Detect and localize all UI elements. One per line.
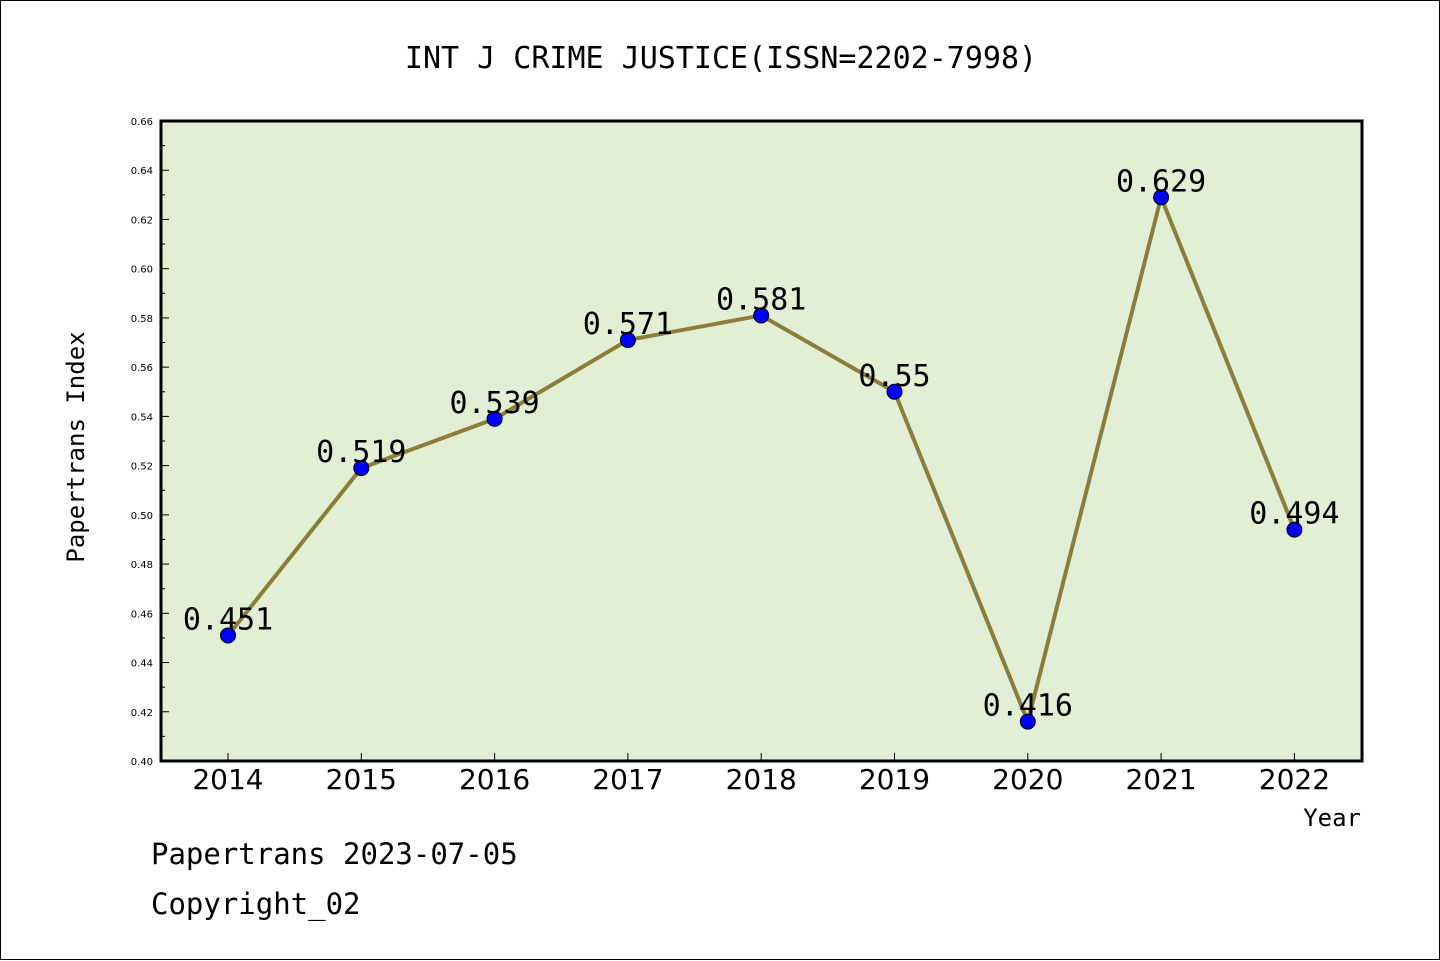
data-label: 0.55 (858, 359, 930, 394)
x-tick-label: 2015 (326, 763, 397, 796)
data-point (486, 410, 503, 427)
x-tick-label: 2022 (1259, 763, 1330, 796)
footer-copyright-text: Copyright_02 (151, 887, 361, 921)
y-tick-label: 0.50 (131, 511, 153, 522)
data-point (1286, 521, 1303, 538)
plot-area (161, 121, 1362, 761)
data-point (220, 627, 236, 644)
data-point (353, 460, 370, 477)
y-tick-label: 0.48 (131, 560, 153, 571)
x-tick-label: 2021 (1125, 763, 1196, 796)
data-label: 0.581 (716, 282, 806, 317)
data-label: 0.519 (316, 435, 406, 470)
chart-title: INT J CRIME JUSTICE(ISSN=2202-7998) (405, 41, 1037, 76)
data-label: 0.629 (1116, 164, 1206, 199)
data-label: 0.416 (983, 689, 1073, 724)
footer-date-text: Papertrans 2023-07-05 (151, 837, 518, 871)
y-tick-label: 0.44 (131, 659, 153, 670)
y-tick-label: 0.58 (131, 314, 153, 325)
x-axis: 2014 2015 2016 2017 2018 2019 2020 2021 2022 (192, 753, 1330, 796)
y-tick-label: 0.46 (131, 609, 153, 620)
data-point (886, 383, 903, 400)
y-tick-label: 0.62 (131, 215, 153, 226)
data-point (753, 307, 770, 324)
plot-border (159, 119, 1364, 763)
x-tick-label: 2018 (726, 763, 797, 796)
x-tick-label: 2017 (592, 763, 663, 796)
y-tick-label: 0.42 (131, 708, 153, 719)
y-tick-label: 0.54 (131, 412, 153, 423)
y-axis-label: Papertrans Index (62, 331, 90, 562)
data-label: 0.539 (449, 386, 539, 421)
y-tick-label: 0.56 (131, 363, 153, 374)
data-label: 0.571 (583, 307, 673, 342)
data-label: 0.494 (1249, 497, 1339, 532)
x-tick-label: 2014 (192, 763, 263, 796)
y-tick-label: 0.60 (131, 265, 153, 276)
y-tick-label: 0.64 (131, 166, 153, 177)
data-label: 0.451 (183, 602, 273, 637)
data-point (619, 332, 636, 349)
y-tick-label: 0.52 (131, 462, 153, 473)
series-layer: 0.451 0.519 0.539 0.571 0.581 0.55 0.416 0.629 0… (183, 164, 1340, 730)
y-tick-label: 0.66 (131, 117, 153, 128)
x-tick-label: 2019 (859, 763, 930, 796)
y-tick-label: 0.40 (131, 757, 153, 768)
x-tick-label: 2020 (992, 763, 1063, 796)
data-point (1019, 713, 1036, 730)
x-tick-label: 2016 (459, 763, 530, 796)
x-axis-label: Year (1303, 804, 1361, 832)
data-point (1153, 189, 1170, 206)
